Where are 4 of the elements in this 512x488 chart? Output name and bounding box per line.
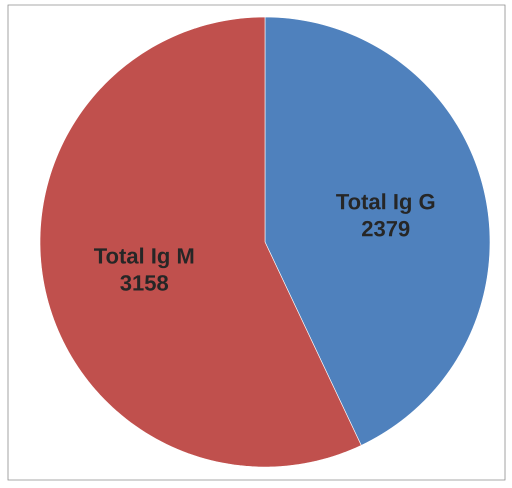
slice-label: Total Ig G: [336, 193, 434, 214]
data-label: 2379: [362, 220, 410, 236]
slice-label: Total Ig M: [94, 248, 194, 268]
data-label: 3158: [120, 275, 168, 291]
